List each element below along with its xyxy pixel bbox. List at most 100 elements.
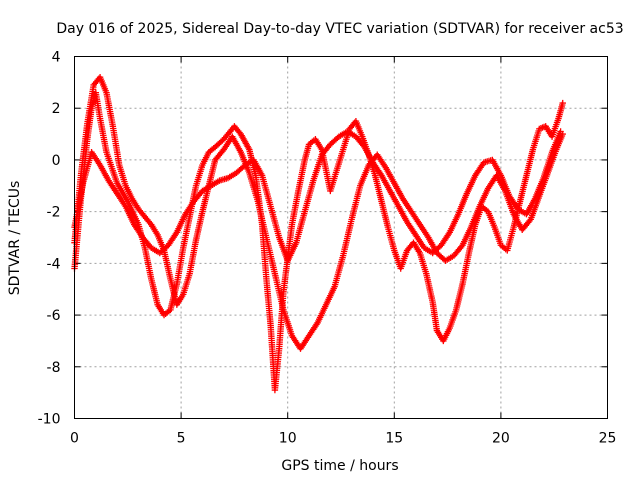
data-point-run — [353, 134, 367, 149]
data-point-run — [398, 249, 410, 270]
data-point-run — [77, 122, 91, 177]
data-point-run — [396, 204, 410, 224]
data-point-run — [259, 174, 274, 208]
data-point-run — [337, 129, 349, 139]
data-point-run — [441, 326, 453, 343]
data-point-run — [357, 163, 372, 188]
data-point-run — [158, 243, 171, 255]
data-point-run — [129, 197, 141, 211]
data-point-run — [213, 137, 226, 149]
data-point-run — [243, 157, 256, 168]
data-point-run — [378, 200, 391, 229]
data-point-run — [464, 174, 478, 195]
x-tick-label: 10 — [279, 431, 297, 447]
data-point-run — [263, 277, 274, 327]
data-point-run — [180, 215, 193, 249]
data-point-run — [183, 199, 197, 216]
data-point-run — [400, 197, 414, 214]
data-point-run — [385, 226, 397, 252]
data-point-run — [370, 160, 384, 178]
data-point-run — [549, 117, 561, 138]
data-point-run — [345, 129, 358, 139]
data-point-run — [251, 158, 265, 177]
data-point-run — [115, 191, 128, 209]
data-point-run — [207, 145, 217, 155]
data-point-run — [302, 179, 316, 213]
data-point-run — [180, 272, 193, 296]
data-point-run — [280, 257, 291, 293]
data-point-run — [348, 184, 363, 221]
y-tick-label: -10 — [38, 412, 61, 428]
data-point-run — [313, 137, 324, 152]
data-point-run — [413, 233, 427, 250]
data-point-run — [209, 178, 221, 188]
data-point-run — [125, 200, 141, 226]
data-point-run — [285, 241, 299, 263]
data-point-run — [263, 236, 278, 275]
data-point-run — [71, 182, 86, 229]
data-point-run — [323, 285, 337, 307]
data-point-run — [411, 241, 423, 255]
data-point-run — [142, 215, 154, 227]
data-point-run — [383, 166, 397, 185]
data-point-run — [466, 223, 479, 255]
data-point — [557, 128, 564, 135]
data-point-run — [439, 230, 452, 247]
data-point-run — [549, 130, 564, 154]
data-point-run — [148, 277, 161, 306]
data-point-run — [315, 303, 329, 325]
data-point-run — [340, 218, 355, 257]
data-point-run — [166, 230, 179, 247]
y-tick-label: -4 — [47, 256, 61, 272]
x-tick-label: 15 — [385, 431, 403, 447]
data-point-run — [452, 243, 465, 258]
data-point-run — [455, 192, 470, 216]
data-point-run — [523, 148, 536, 177]
data-point-run — [280, 308, 295, 337]
data-point-run — [80, 151, 95, 185]
data-point-run — [89, 150, 103, 167]
x-tick-label: 0 — [70, 431, 79, 447]
data-point-run — [409, 210, 423, 227]
data-point-run — [417, 222, 431, 240]
data-point-run — [447, 212, 461, 234]
data-point-run — [468, 205, 483, 229]
data-point-run — [242, 140, 252, 152]
series-track-3 — [71, 128, 564, 264]
data-point-run — [238, 132, 248, 144]
data-point-run — [379, 173, 393, 193]
data-point-run — [174, 246, 187, 286]
y-tick-label: 0 — [52, 153, 61, 169]
data-point-run — [459, 251, 472, 286]
data-point-run — [193, 210, 206, 242]
data-point-run — [103, 151, 120, 185]
data-point-run — [375, 153, 388, 170]
data-point-run — [555, 101, 566, 120]
data-point-run — [372, 174, 385, 203]
data-point-run — [520, 217, 533, 232]
data-point-run — [447, 308, 459, 330]
data-point-run — [174, 212, 188, 234]
data-point-run — [132, 222, 145, 240]
data-point-run — [498, 174, 512, 198]
data-point-run — [226, 170, 239, 181]
data-point-run — [106, 179, 120, 196]
data-point — [559, 99, 566, 107]
data-point-run — [310, 153, 325, 182]
data-point-run — [429, 300, 440, 332]
chart-title: Day 016 of 2025, Sidereal Day-to-day VTE… — [56, 21, 623, 37]
data-point-run — [499, 243, 509, 253]
data-point-run — [490, 158, 504, 177]
data-point-run — [306, 321, 320, 338]
data-point-run — [328, 134, 341, 147]
data-point-run — [423, 272, 436, 304]
data-point-run — [524, 197, 538, 216]
data-point-run — [97, 75, 109, 94]
data-point-run — [545, 148, 559, 175]
data-point-run — [268, 205, 282, 239]
data-point-run — [213, 147, 226, 162]
data-point-run — [271, 347, 283, 392]
data-point-run — [230, 135, 244, 154]
data-point-run — [430, 243, 443, 255]
data-point-run — [530, 127, 542, 151]
